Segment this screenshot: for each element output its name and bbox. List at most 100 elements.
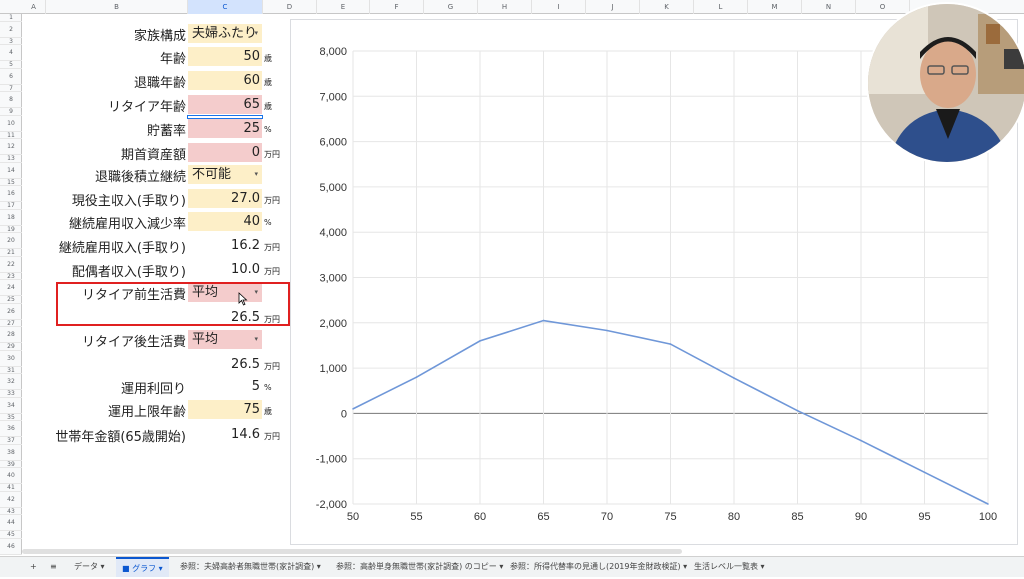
row-header-6[interactable]: 6: [0, 69, 22, 85]
row-header-38[interactable]: 38: [0, 445, 22, 461]
column-header-m[interactable]: M: [748, 0, 802, 14]
value-cell[interactable]: 40: [188, 212, 262, 231]
horizontal-scrollbar[interactable]: [22, 549, 682, 554]
row-header-44[interactable]: 44: [0, 515, 22, 531]
chevron-down-icon[interactable]: ▾: [254, 170, 258, 178]
row-header-20[interactable]: 20: [0, 233, 22, 249]
cell-value: 0: [251, 145, 260, 160]
y-tick-label: 5,000: [319, 182, 347, 194]
all-sheets-button[interactable]: ≡: [50, 562, 57, 571]
value-cell[interactable]: 65: [188, 95, 262, 114]
row-header-43[interactable]: 43: [0, 508, 22, 515]
row-header-30[interactable]: 30: [0, 351, 22, 367]
chevron-down-icon[interactable]: ▾: [254, 335, 258, 343]
add-sheet-button[interactable]: +: [30, 562, 37, 571]
column-header-j[interactable]: J: [586, 0, 640, 14]
row-header-10[interactable]: 10: [0, 116, 22, 132]
dropdown-cell[interactable]: 不可能 ▾: [188, 165, 262, 184]
row-header-18[interactable]: 18: [0, 210, 22, 226]
row-header-29[interactable]: 29: [0, 343, 22, 351]
row-header-39[interactable]: 39: [0, 461, 22, 468]
row-header-31[interactable]: 31: [0, 367, 22, 374]
column-header-h[interactable]: H: [478, 0, 532, 14]
row-header-1[interactable]: 1: [0, 14, 22, 22]
column-header-i[interactable]: I: [532, 0, 586, 14]
row-header-8[interactable]: 8: [0, 92, 22, 108]
field-label: 世帯年金額(65歳開始): [55, 430, 186, 445]
row-header-27[interactable]: 27: [0, 320, 22, 327]
row-header-12[interactable]: 12: [0, 139, 22, 155]
column-header-d[interactable]: D: [263, 0, 317, 14]
row-header-25[interactable]: 25: [0, 296, 22, 304]
column-header-f[interactable]: F: [370, 0, 424, 14]
row-header-33[interactable]: 33: [0, 390, 22, 398]
row-header-15[interactable]: 15: [0, 179, 22, 186]
row-header-3[interactable]: 3: [0, 38, 22, 45]
row-header-19[interactable]: 19: [0, 226, 22, 233]
value-cell[interactable]: 75: [188, 400, 262, 419]
tab-living-level[interactable]: 生活レベル一覧表 ▾: [694, 562, 765, 571]
y-tick-label: -1,000: [316, 454, 347, 466]
value-cell[interactable]: 25: [188, 119, 262, 138]
row-header-24[interactable]: 24: [0, 280, 22, 296]
value-cell[interactable]: 60: [188, 71, 262, 90]
chevron-down-icon[interactable]: ▾: [254, 288, 258, 296]
row-header-7[interactable]: 7: [0, 85, 22, 92]
chevron-down-icon[interactable]: ▾: [254, 29, 258, 37]
row-header-2[interactable]: 2: [0, 22, 22, 38]
data-point: [606, 329, 608, 332]
value-cell[interactable]: 27.0: [188, 189, 262, 208]
row-header-32[interactable]: 32: [0, 374, 22, 390]
value-cell[interactable]: 26.5: [188, 308, 262, 327]
value-cell[interactable]: 26.5: [188, 355, 262, 374]
row-header-13[interactable]: 13: [0, 155, 22, 163]
tab-ref-replacement[interactable]: 参照：所得代替率の見通し(2019年金財政検証) ▾: [510, 562, 688, 571]
column-header-e[interactable]: E: [317, 0, 370, 14]
field-label: 貯蓄率: [146, 124, 186, 139]
field-label: リタイア後生活費: [81, 335, 186, 350]
row-header-37[interactable]: 37: [0, 437, 22, 445]
value-cell[interactable]: 5: [188, 377, 262, 396]
column-header-l[interactable]: L: [694, 0, 748, 14]
row-header-46[interactable]: 46: [0, 539, 22, 555]
row-header-9[interactable]: 9: [0, 108, 22, 116]
row-header-11[interactable]: 11: [0, 132, 22, 139]
row-header-4[interactable]: 4: [0, 45, 22, 61]
row-header-40[interactable]: 40: [0, 468, 22, 484]
row-header-17[interactable]: 17: [0, 202, 22, 210]
value-cell[interactable]: 0: [188, 143, 262, 162]
row-header-45[interactable]: 45: [0, 531, 22, 539]
row-header-22[interactable]: 22: [0, 257, 22, 273]
row-header-23[interactable]: 23: [0, 273, 22, 280]
column-header-c[interactable]: C: [188, 0, 263, 14]
tab-ref-couple[interactable]: 参照：夫婦高齢者無職世帯(家計調査) ▾: [180, 562, 321, 571]
value-cell[interactable]: 10.0: [188, 260, 262, 279]
tab-data[interactable]: データ ▾: [74, 562, 105, 571]
column-header-n[interactable]: N: [802, 0, 856, 14]
column-header-b[interactable]: B: [46, 0, 188, 14]
value-cell[interactable]: 14.6: [188, 425, 262, 444]
column-header-g[interactable]: G: [424, 0, 478, 14]
column-header-o[interactable]: O: [856, 0, 910, 14]
row-header-42[interactable]: 42: [0, 492, 22, 508]
row-header-36[interactable]: 36: [0, 421, 22, 437]
row-header-5[interactable]: 5: [0, 61, 22, 69]
unit-label: %: [264, 218, 272, 227]
row-header-41[interactable]: 41: [0, 484, 22, 492]
column-header-k[interactable]: K: [640, 0, 694, 14]
tab-graph[interactable]: ■ グラフ ▾: [116, 557, 169, 577]
column-header-a[interactable]: A: [22, 0, 46, 14]
row-header-35[interactable]: 35: [0, 414, 22, 421]
dropdown-cell[interactable]: 夫婦ふたり ▾: [188, 24, 262, 43]
value-cell[interactable]: 50: [188, 47, 262, 66]
row-header-34[interactable]: 34: [0, 398, 22, 414]
row-header-21[interactable]: 21: [0, 249, 22, 257]
row-header-28[interactable]: 28: [0, 327, 22, 343]
tab-ref-single[interactable]: 参照：高齢単身無職世帯(家計調査) のコピー ▾: [336, 562, 504, 571]
row-header-26[interactable]: 26: [0, 304, 22, 320]
dropdown-cell[interactable]: 平均 ▾: [188, 330, 262, 349]
row-header-16[interactable]: 16: [0, 186, 22, 202]
value-cell[interactable]: 16.2: [188, 236, 262, 255]
unit-label: 万円: [264, 243, 280, 252]
row-header-14[interactable]: 14: [0, 163, 22, 179]
